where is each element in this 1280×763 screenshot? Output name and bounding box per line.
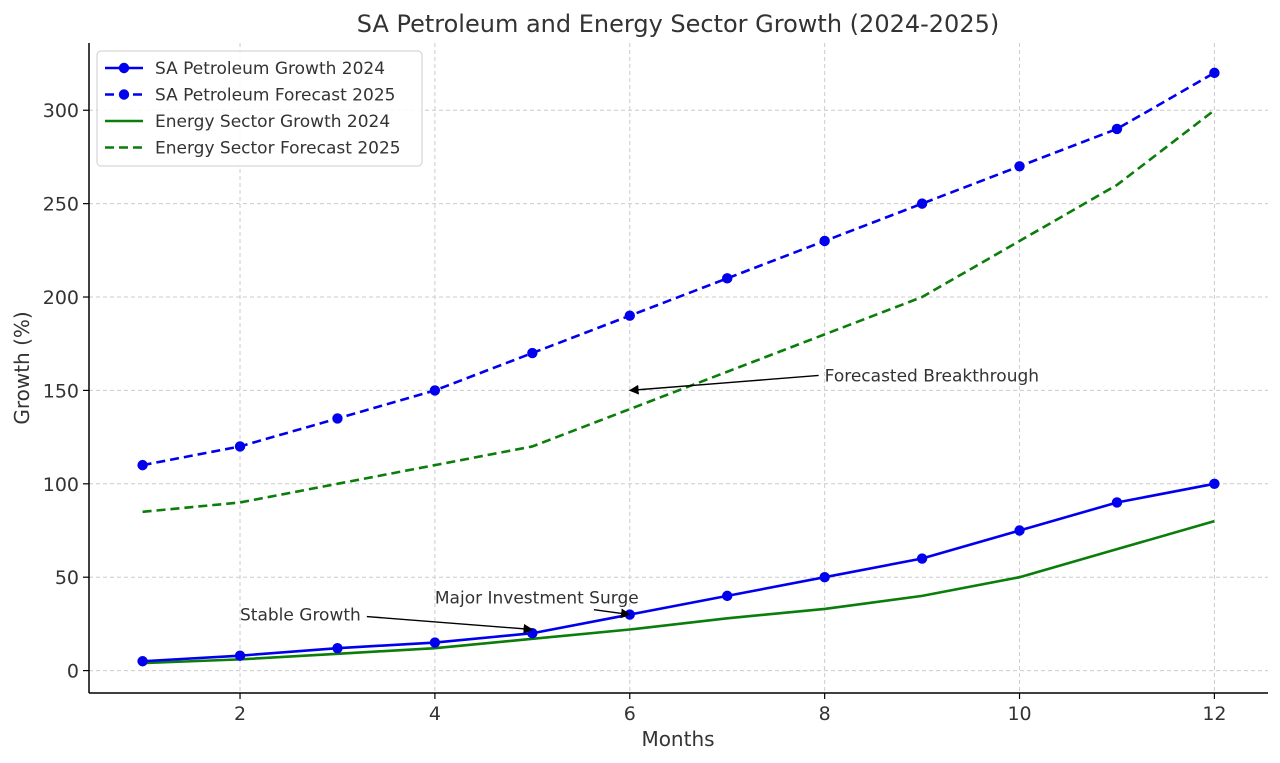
- y-tick-label: 50: [55, 567, 79, 589]
- annotation-arrow: [628, 374, 819, 395]
- legend-item: SA Petroleum Forecast 2025: [105, 86, 395, 106]
- x-tick-label: 12: [1202, 703, 1226, 725]
- y-axis-label: Growth (%): [10, 311, 34, 424]
- legend-label: SA Petroleum Forecast 2025: [155, 86, 395, 106]
- y-tick-label: 0: [67, 661, 79, 683]
- legend-item: Energy Sector Forecast 2025: [105, 139, 401, 159]
- series-lines: [137, 67, 1220, 667]
- annotation-text: Major Investment Surge: [435, 589, 639, 609]
- annotation-arrow: [593, 608, 631, 619]
- legend-swatch-marker: [118, 62, 130, 74]
- legend: SA Petroleum Growth 2024 SA Petroleum For…: [96, 50, 423, 167]
- legend-item: SA Petroleum Growth 2024: [105, 59, 385, 79]
- data-point: [916, 553, 928, 564]
- data-point: [1209, 67, 1220, 79]
- y-tick-label: 150: [43, 380, 79, 402]
- data-point: [1111, 497, 1123, 508]
- series-line-4: [142, 109, 1216, 514]
- series-line-2: [142, 71, 1216, 467]
- data-point: [1111, 123, 1123, 135]
- y-tick-label: 200: [43, 287, 79, 309]
- chart-title: SA Petroleum and Energy Sector Growth (2…: [357, 10, 999, 38]
- x-tick-label: 2: [234, 703, 246, 725]
- y-tick-label: 100: [43, 474, 79, 496]
- axes: [88, 43, 1268, 694]
- data-point: [332, 413, 343, 424]
- data-point: [722, 590, 733, 602]
- y-tick-label: 300: [43, 100, 79, 122]
- series-line-1: [142, 482, 1215, 663]
- x-tick-label: 8: [819, 703, 831, 725]
- data-point: [1014, 525, 1025, 536]
- data-point: [722, 273, 733, 284]
- data-point: [819, 235, 830, 247]
- data-point: [624, 310, 635, 321]
- annotation-text: Forecasted Breakthrough: [825, 366, 1039, 386]
- data-point: [819, 571, 830, 583]
- data-point: [137, 459, 148, 471]
- x-axis-label: Months: [641, 727, 714, 751]
- legend-box: [96, 50, 423, 167]
- data-point: [332, 642, 343, 654]
- x-tick-label: 6: [624, 703, 636, 725]
- y-tick-label: 250: [43, 194, 79, 216]
- tick-labels: 2 4 6 8 10 12 0 50 100 150 200 250 300: [43, 100, 1227, 725]
- data-point: [1209, 478, 1220, 490]
- legend-label: Energy Sector Forecast 2025: [155, 139, 401, 159]
- legend-swatch-marker: [118, 89, 130, 100]
- legend-label: Energy Sector Growth 2024: [155, 112, 390, 132]
- x-tick-label: 10: [1007, 703, 1031, 725]
- data-point: [429, 385, 441, 396]
- legend-label: SA Petroleum Growth 2024: [155, 59, 385, 79]
- data-point: [137, 656, 148, 667]
- data-point: [1014, 161, 1025, 172]
- annotations: Stable Growth Major Investment Surge Forec…: [240, 366, 1039, 634]
- data-point: [527, 347, 538, 359]
- data-point: [234, 441, 246, 452]
- data-point: [916, 198, 928, 209]
- data-point: [429, 637, 441, 648]
- legend-item: Energy Sector Growth 2024: [105, 112, 390, 132]
- annotation-arrow: [366, 615, 534, 634]
- annotation-text: Stable Growth: [240, 606, 361, 626]
- data-point: [234, 650, 246, 661]
- x-tick-label: 4: [429, 703, 441, 725]
- series-line-3: [142, 519, 1215, 665]
